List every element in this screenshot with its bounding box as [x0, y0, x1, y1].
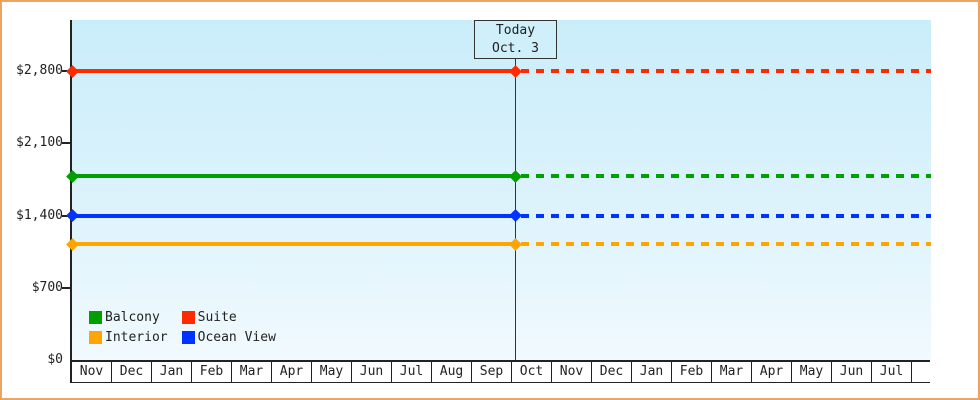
x-tick-month: Dec — [112, 362, 152, 382]
x-tick-month: Mar — [232, 362, 272, 382]
x-tick-month: Jan — [152, 362, 192, 382]
x-axis-empty-cell — [912, 362, 930, 382]
x-tick-month: Nov — [552, 362, 592, 382]
price-line-dashed-suite — [521, 69, 931, 73]
price-line-solid-interior — [72, 242, 515, 247]
x-tick-month: Nov — [72, 362, 112, 382]
x-tick-month: Jun — [832, 362, 872, 382]
legend-item-suite: Suite — [181, 310, 276, 325]
x-tick-month: Sep — [472, 362, 512, 382]
legend-item-balcony: Balcony — [89, 310, 168, 325]
y-tick-label: $700 — [31, 279, 63, 295]
x-tick-month: Feb — [192, 362, 232, 382]
y-tick-mark — [62, 286, 70, 289]
x-tick-month: Apr — [272, 362, 312, 382]
x-tick-month: Feb — [672, 362, 712, 382]
today-box-label: Today — [495, 23, 536, 38]
x-tick-month: Dec — [592, 362, 632, 382]
today-marker-line — [515, 57, 516, 360]
legend-label: Ocean View — [197, 330, 276, 345]
x-tick-month: May — [312, 362, 352, 382]
x-tick-month: Jul — [392, 362, 432, 382]
legend-swatch — [89, 331, 102, 344]
x-tick-month: May — [792, 362, 832, 382]
y-tick-label: $2,100 — [16, 135, 63, 151]
legend-swatch — [89, 311, 102, 324]
legend-item-ocean-view: Ocean View — [181, 330, 276, 345]
today-box: Today Oct. 3 — [474, 20, 557, 59]
legend-label: Suite — [197, 310, 237, 325]
x-tick-month: Jun — [352, 362, 392, 382]
x-tick-month: Mar — [712, 362, 752, 382]
price-line-dashed-interior — [521, 242, 931, 247]
legend-label: Balcony — [105, 310, 160, 325]
x-axis-month-row: Nov Dec Jan Feb Mar Apr May Jun Jul Aug Sep Oct Nov D… — [70, 360, 930, 383]
legend-swatch — [181, 331, 195, 344]
price-line-solid-suite — [72, 69, 515, 73]
x-tick-month: Jan — [632, 362, 672, 382]
x-tick-month: Oct — [512, 362, 552, 382]
plot-area — [72, 20, 931, 360]
legend-label: Interior — [105, 330, 168, 345]
y-tick-label: $2,800 — [16, 63, 63, 78]
price-line-dashed-balcony — [521, 174, 931, 179]
legend: Balcony Suite Interior Ocean View — [89, 310, 276, 345]
legend-item-interior: Interior — [89, 330, 168, 345]
x-tick-month: Jul — [872, 362, 912, 382]
legend-swatch — [181, 311, 195, 324]
x-tick-month: Aug — [432, 362, 472, 382]
today-box-date: Oct. 3 — [492, 41, 539, 56]
price-line-solid-ocean-view — [72, 213, 515, 218]
price-line-solid-balcony — [72, 174, 515, 179]
y-axis-line — [70, 20, 72, 360]
y-tick-mark — [62, 142, 70, 145]
price-line-dashed-ocean-view — [521, 213, 931, 218]
y-tick-label: $0 — [47, 352, 63, 367]
x-tick-month: Apr — [752, 362, 792, 382]
y-tick-label: $1,400 — [16, 207, 63, 223]
